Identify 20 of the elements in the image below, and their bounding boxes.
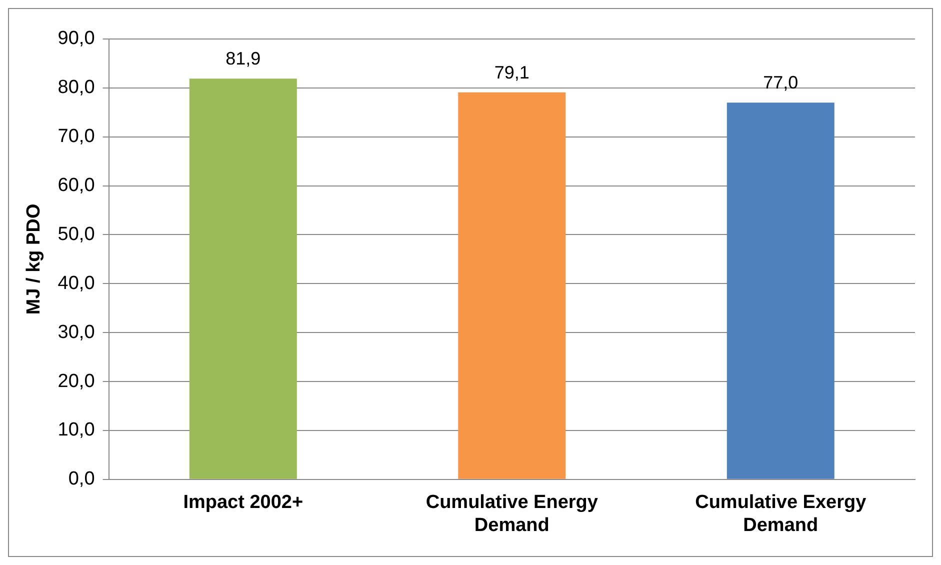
y-tick-label: 50,0 bbox=[58, 224, 95, 245]
y-tick-label: 10,0 bbox=[58, 420, 95, 441]
y-tick-label: 60,0 bbox=[58, 175, 95, 196]
y-tick-label: 80,0 bbox=[58, 77, 95, 98]
bar bbox=[726, 102, 834, 479]
y-tick-label: 90,0 bbox=[58, 28, 95, 50]
y-axis-title: MJ / kg PDO bbox=[24, 204, 45, 315]
y-tick-label: 20,0 bbox=[58, 370, 95, 392]
x-tick-label: Cumulative Energy Demand bbox=[426, 492, 598, 536]
x-tick-label: Cumulative Exergy Demand bbox=[695, 492, 867, 536]
y-tick-label: 0,0 bbox=[68, 468, 95, 490]
bar bbox=[189, 78, 297, 479]
data-label: 79,1 bbox=[494, 62, 530, 82]
x-tick-label: Impact 2002+ bbox=[183, 492, 304, 514]
data-label: 77,0 bbox=[763, 72, 798, 93]
data-label: 81,9 bbox=[226, 48, 261, 69]
y-tick-label: 30,0 bbox=[58, 322, 95, 343]
y-tick-label: 40,0 bbox=[58, 272, 95, 294]
y-tick-label: 70,0 bbox=[58, 126, 95, 148]
bar bbox=[458, 92, 566, 479]
